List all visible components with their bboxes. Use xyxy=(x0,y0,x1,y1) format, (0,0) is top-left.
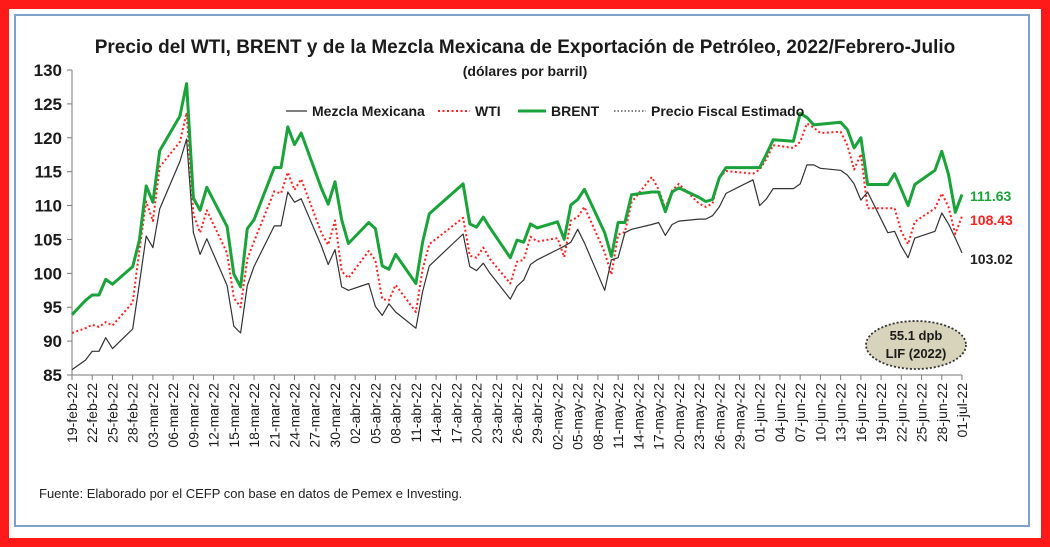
chart-title: Precio del WTI, BRENT y de la Mezcla Mex… xyxy=(94,37,956,58)
x-tick-label: 14-may-22 xyxy=(630,383,646,450)
x-tick-label: 06-mar-22 xyxy=(165,383,181,448)
x-tick-label: 05-may-22 xyxy=(570,383,586,450)
x-tick-label: 19-feb-22 xyxy=(64,383,80,443)
x-tick-label: 21-mar-22 xyxy=(266,383,282,448)
y-tick-label: 115 xyxy=(35,163,62,182)
x-tick-label: 24-mar-22 xyxy=(287,383,303,448)
end-label-wti: 108.43 xyxy=(970,212,1013,228)
y-tick-label: 110 xyxy=(35,197,62,216)
badge-line2: LIF (2022) xyxy=(886,346,947,361)
badge-oval xyxy=(865,320,967,370)
x-tick-label: 23-may-22 xyxy=(691,383,707,450)
y-tick-label: 120 xyxy=(34,129,62,148)
x-tick-label: 17-abr-22 xyxy=(448,383,464,444)
x-tick-label: 15-mar-22 xyxy=(226,383,242,448)
x-tick-label: 02-abr-22 xyxy=(347,383,363,444)
y-tick-label: 100 xyxy=(34,264,62,283)
x-tick-label: 05-abr-22 xyxy=(367,383,383,444)
y-tick-label: 95 xyxy=(43,298,62,317)
series-lines xyxy=(70,82,964,371)
y-tick-label: 125 xyxy=(34,95,62,114)
end-labels: 103.02 108.43 111.63 xyxy=(970,188,1013,267)
x-tick-label: 16-jun-22 xyxy=(853,383,869,442)
y-tick-label: 90 xyxy=(43,332,62,351)
series-line-mezcla-mexicana xyxy=(71,138,963,371)
badge-line1: 55.1 dpb xyxy=(890,328,943,343)
legend-label: Mezcla Mexicana xyxy=(312,103,425,119)
x-tick-label: 11-may-22 xyxy=(610,383,626,449)
y-tick-label: 130 xyxy=(34,61,62,80)
x-tick-label: 29-abr-22 xyxy=(529,383,545,444)
x-tick-label: 26-abr-22 xyxy=(509,383,525,444)
x-tick-label: 30-mar-22 xyxy=(327,383,343,448)
x-tick-label: 09-mar-22 xyxy=(185,383,201,448)
legend-label: BRENT xyxy=(551,103,600,119)
series-line-wti xyxy=(71,111,963,334)
end-label-mezcla-mexicana: 103.02 xyxy=(970,251,1013,267)
x-tick-label: 28-jun-22 xyxy=(934,383,950,442)
x-tick-label: 20-may-22 xyxy=(671,383,687,450)
x-tick-label: 17-may-22 xyxy=(651,383,667,450)
x-tick-label: 22-jun-22 xyxy=(893,383,909,442)
x-tick-label: 25-jun-22 xyxy=(914,383,930,442)
chart-subtitle: (dólares por barril) xyxy=(462,63,588,79)
x-tick-label: 01-jul-22 xyxy=(954,383,970,438)
x-tick-label: 02-may-22 xyxy=(549,383,565,450)
x-tick-label: 14-abr-22 xyxy=(428,383,444,444)
x-tick-label: 11-abr-22 xyxy=(408,383,424,443)
x-tick-label: 08-abr-22 xyxy=(388,383,404,444)
x-tick-label: 12-mar-22 xyxy=(206,383,222,448)
lif-badge: 55.1 dpb LIF (2022) xyxy=(865,320,967,370)
x-tick-label: 07-jun-22 xyxy=(792,383,808,442)
end-label-brent: 111.63 xyxy=(970,188,1011,204)
x-tick-label: 23-abr-22 xyxy=(489,383,505,444)
x-axis: 19-feb-22 22-feb-22 25-feb-22 28-feb-22 03-m… xyxy=(64,374,970,450)
legend-label: WTI xyxy=(475,103,501,119)
source-note: Fuente: Elaborado por el CEFP con base e… xyxy=(39,486,463,501)
series-line-brent xyxy=(70,82,964,316)
legend-label: Precio Fiscal Estimado xyxy=(651,103,804,119)
x-tick-label: 22-feb-22 xyxy=(84,383,100,443)
x-tick-label: 20-abr-22 xyxy=(469,383,485,444)
x-tick-label: 26-may-22 xyxy=(711,383,727,450)
x-tick-label: 04-jun-22 xyxy=(772,383,788,442)
x-tick-label: 27-mar-22 xyxy=(307,383,323,448)
x-tick-label: 10-jun-22 xyxy=(812,383,828,442)
y-tick-label: 105 xyxy=(34,230,62,249)
x-tick-label: 08-may-22 xyxy=(590,383,606,450)
y-axis: 85 90 95 100 105 110 115 120 125 130 xyxy=(34,61,73,385)
legend: Mezcla Mexicana WTI BRENT Precio Fiscal Est… xyxy=(286,103,804,119)
x-tick-label: 01-jun-22 xyxy=(752,383,768,442)
x-tick-label: 28-feb-22 xyxy=(125,383,141,443)
y-tick-label: 85 xyxy=(43,366,62,385)
x-tick-label: 13-jun-22 xyxy=(833,383,849,442)
x-tick-label: 18-mar-22 xyxy=(246,383,262,448)
x-tick-label: 19-jun-22 xyxy=(873,383,889,442)
x-tick-label: 25-feb-22 xyxy=(104,383,120,443)
x-tick-label: 03-mar-22 xyxy=(145,383,161,448)
x-tick-label: 29-may-22 xyxy=(732,383,748,450)
